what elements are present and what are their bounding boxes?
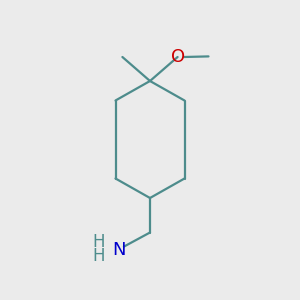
Text: N: N [112, 241, 125, 259]
Text: H: H [93, 233, 105, 251]
Text: H: H [93, 247, 105, 265]
Text: O: O [170, 48, 185, 66]
